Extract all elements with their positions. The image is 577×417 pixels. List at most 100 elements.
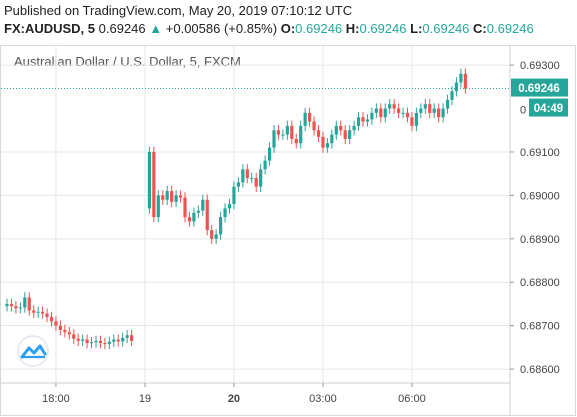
- candle-body: [450, 91, 454, 100]
- price-badge: [511, 78, 568, 97]
- candle-body: [45, 313, 49, 317]
- candle-body: [272, 130, 276, 148]
- y-tick-label: 0.68700: [520, 321, 560, 333]
- candle-body: [67, 332, 71, 335]
- candle-body: [388, 104, 392, 109]
- candle-body: [428, 104, 432, 113]
- candle: [339, 120, 343, 136]
- candle-body: [343, 130, 347, 139]
- candle: [392, 98, 396, 114]
- candle: [147, 146, 151, 214]
- candle: [152, 146, 156, 223]
- candle: [94, 335, 98, 348]
- candle-body: [250, 178, 254, 180]
- candle-body: [334, 125, 338, 135]
- candle-body: [299, 125, 303, 144]
- open-label: O:: [280, 21, 296, 36]
- candle: [450, 85, 454, 106]
- x-tick-label: 19: [139, 393, 151, 405]
- y-tick-label: 0.68600: [520, 364, 560, 376]
- candle-body: [312, 121, 316, 131]
- change-value: +0.00586 (+0.85%): [165, 21, 278, 36]
- candle: [245, 164, 249, 184]
- candle-body: [236, 182, 240, 187]
- candle-body: [245, 169, 249, 179]
- candle-body: [414, 112, 418, 126]
- candle-body: [49, 316, 54, 322]
- candle-body: [72, 334, 76, 339]
- candle: [27, 292, 31, 316]
- candle: [170, 185, 174, 208]
- candle-body: [36, 311, 40, 313]
- candle: [125, 330, 129, 344]
- candle: [58, 320, 62, 336]
- last-price: 0.69246: [98, 21, 146, 36]
- y-tick-label: 0.68800: [520, 277, 560, 289]
- candle: [187, 211, 192, 227]
- candle-body: [294, 138, 298, 144]
- candle: [374, 103, 378, 119]
- candle: [89, 336, 94, 349]
- tradingview-logo-icon[interactable]: [17, 335, 49, 367]
- candle-body: [348, 130, 352, 139]
- candle-body: [63, 330, 67, 333]
- candle-body: [112, 339, 116, 342]
- candle: [281, 129, 285, 140]
- candle: [219, 211, 223, 240]
- candle: [321, 131, 325, 153]
- candle-body: [401, 112, 405, 114]
- countdown-label: 04:49: [534, 103, 563, 115]
- candle-body: [227, 204, 232, 209]
- candle-body: [183, 197, 187, 218]
- candle-body: [89, 342, 94, 344]
- candle-body: [276, 130, 281, 135]
- candle-body: [214, 234, 218, 239]
- candle-body: [196, 210, 200, 213]
- candle-body: [98, 340, 103, 344]
- candle-body: [459, 73, 463, 83]
- candle-body: [290, 125, 294, 139]
- candle: [428, 98, 432, 119]
- candle-body: [54, 321, 58, 326]
- candle: [9, 298, 14, 312]
- candle: [223, 203, 227, 223]
- candle-body: [325, 143, 329, 148]
- candle-body: [116, 339, 120, 342]
- candle: [388, 98, 392, 114]
- candle-body: [205, 199, 209, 231]
- x-tick-label: 18:00: [42, 393, 70, 405]
- candle: [290, 120, 294, 145]
- close-label: C:: [473, 21, 487, 36]
- candle-body: [410, 117, 414, 126]
- candle-body: [187, 217, 192, 222]
- candle-body: [432, 108, 436, 113]
- low-label: L:: [410, 21, 423, 36]
- candle: [423, 98, 427, 114]
- candle: [397, 103, 401, 119]
- candle-body: [14, 306, 18, 309]
- candle-body: [219, 217, 223, 235]
- candle: [441, 103, 445, 123]
- candle: [178, 190, 183, 203]
- candle-body: [223, 208, 227, 218]
- candle-body: [121, 337, 125, 342]
- x-tick-label: 20: [228, 393, 240, 405]
- candle-body: [374, 108, 378, 113]
- candle: [445, 94, 450, 114]
- candle-body: [263, 160, 267, 170]
- candle: [356, 112, 361, 132]
- candle: [250, 172, 254, 184]
- candle: [303, 107, 307, 132]
- candle: [121, 332, 125, 347]
- candle: [49, 311, 54, 327]
- candle: [14, 300, 18, 314]
- candle-body: [259, 169, 263, 187]
- y-tick-label: 0.69000: [520, 190, 560, 202]
- open-value: 0.69246: [295, 21, 343, 36]
- candle-body: [445, 99, 450, 109]
- candle-body: [254, 178, 258, 187]
- candle: [299, 120, 303, 149]
- candle-body: [147, 151, 151, 209]
- candle: [361, 112, 365, 127]
